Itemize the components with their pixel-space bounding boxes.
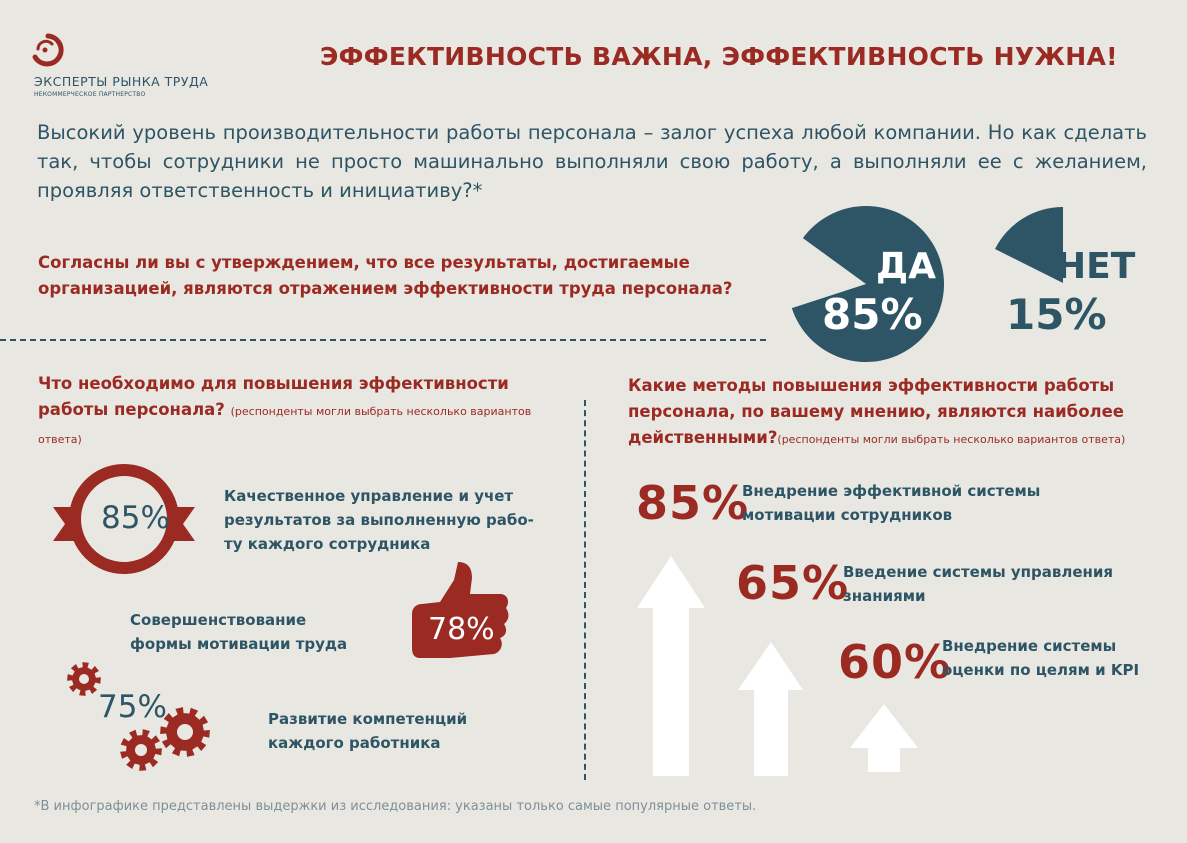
gear-hole: [135, 744, 147, 756]
left-heading-note: (респонденты могли выбрать несколько вар…: [38, 405, 532, 446]
rosette-badge-icon: [53, 464, 195, 574]
yes-label: ДА: [876, 246, 936, 287]
right-heading-note: (респонденты могли выбрать несколько вар…: [777, 433, 1126, 446]
intro-text: Высокий уровень производительности работ…: [37, 121, 1147, 202]
arrow-tall: [637, 556, 705, 776]
thumbs-up-icon: [412, 562, 509, 658]
logo-subtitle: НЕКОММЕРЧЕСКОЕ ПАРТНЕРСТВО: [34, 91, 146, 98]
yes-pie-chart: [791, 205, 945, 362]
left-item-2-text: Совершенствование формы мотивации труда: [130, 611, 348, 653]
right-item-2-text: Введение системы управления знаниями: [843, 563, 1114, 605]
left-item-3-percent: 75%: [98, 689, 167, 725]
left-section-heading: Что необходимо для повышения эффективнос…: [38, 371, 558, 453]
right-item-1-text: Внедрение эффективной системы мотивации …: [742, 482, 1041, 524]
vertical-divider: [584, 400, 586, 780]
right-item-1-percent: 85%: [636, 476, 750, 530]
growth-arrows-icon: [637, 556, 918, 776]
right-item-3-text: Внедрение системы оценки по целям и KPI: [942, 637, 1140, 679]
arrow-medium: [738, 642, 803, 776]
yes-percent: 85%: [822, 290, 923, 339]
footnote: *В инфографике представлены выдержки из …: [34, 799, 757, 814]
no-pie-slice: [995, 207, 1063, 283]
gear-hole: [177, 724, 193, 740]
arrow-short: [850, 704, 918, 772]
left-item-1-percent: 85%: [101, 500, 170, 536]
no-label: НЕТ: [1056, 246, 1136, 287]
horizontal-divider: [0, 339, 766, 341]
no-pie-chart: [995, 207, 1063, 283]
gear-hole: [79, 674, 89, 684]
survey-question: Согласны ли вы с утверждением, что все р…: [38, 253, 733, 298]
left-item-1-text: Качественное управление и учет результат…: [224, 487, 534, 553]
gears-icon: [67, 662, 210, 771]
right-item-2-percent: 65%: [736, 556, 850, 610]
right-heading-text: Какие методы повышения эффективности раб…: [628, 376, 1124, 447]
left-item-2-percent: 78%: [428, 612, 495, 647]
left-item-3-text: Развитие компетенций каждого работника: [268, 710, 468, 752]
left-heading-text: Что необходимо для повышения эффективнос…: [38, 374, 509, 419]
yes-pie-slice: [791, 205, 945, 362]
no-percent: 15%: [1006, 290, 1107, 339]
logo-name: ЭКСПЕРТЫ РЫНКА ТРУДА: [34, 74, 209, 89]
logo-icon: [32, 33, 64, 67]
right-section-heading: Какие методы повышения эффективности раб…: [628, 373, 1168, 453]
page-title: ЭФФЕКТИВНОСТЬ ВАЖНА, ЭФФЕКТИВНОСТЬ НУЖНА…: [320, 42, 1118, 71]
right-item-3-percent: 60%: [838, 635, 952, 689]
